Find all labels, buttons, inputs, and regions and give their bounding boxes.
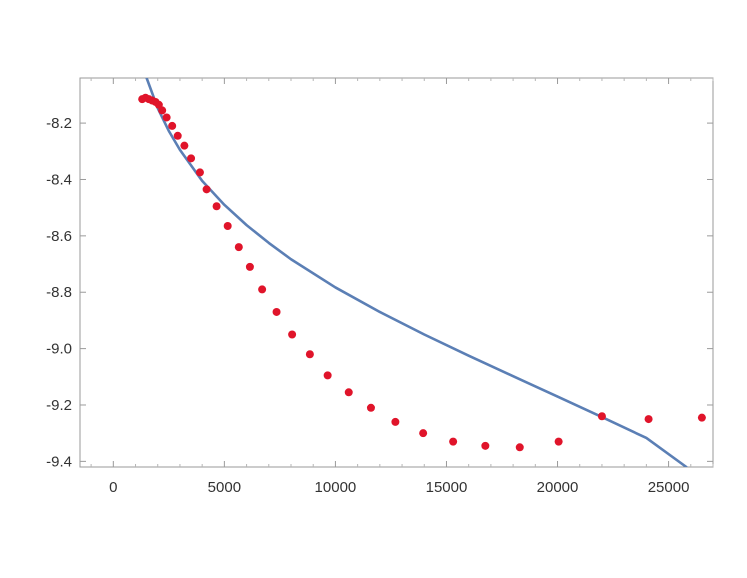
x-tick-label: 5000 — [208, 479, 241, 496]
data-point — [288, 330, 297, 339]
data-point — [212, 202, 221, 211]
data-point — [449, 437, 458, 446]
y-tick-label: -8.2 — [46, 115, 72, 132]
x-tick-label: 10000 — [315, 479, 357, 496]
data-point — [195, 168, 204, 177]
data-point — [644, 415, 653, 424]
y-tick-label: -9.2 — [46, 397, 72, 414]
data-point — [366, 403, 375, 412]
data-point — [515, 443, 524, 452]
data-point — [391, 417, 400, 426]
data-point — [245, 262, 254, 271]
data-point — [202, 185, 211, 194]
data-point — [554, 437, 563, 446]
y-tick-label: -8.4 — [46, 171, 72, 188]
x-tick-label: 25000 — [648, 479, 690, 496]
data-point — [344, 388, 353, 397]
plot-content — [138, 78, 706, 467]
data-point — [173, 131, 182, 140]
data-point — [162, 113, 171, 122]
y-tick-label: -9.4 — [46, 453, 72, 470]
data-point — [697, 413, 706, 422]
plot-area — [79, 77, 714, 468]
data-point — [305, 350, 314, 359]
data-point — [223, 221, 232, 230]
data-point — [234, 243, 243, 252]
y-tick-label: -9.0 — [46, 341, 72, 358]
x-tick-label: 0 — [109, 479, 117, 496]
data-point — [168, 121, 177, 130]
data-point — [597, 412, 606, 421]
y-tick-label: -8.6 — [46, 228, 72, 245]
data-point — [180, 141, 189, 150]
data-point — [419, 429, 428, 438]
x-tick-label: 20000 — [537, 479, 579, 496]
data-point — [258, 285, 267, 294]
plot-frame — [79, 77, 714, 468]
data-point — [272, 307, 281, 316]
x-axis: 0 5000 10000 15000 20000 25000 — [90, 78, 714, 496]
data-point — [187, 154, 196, 163]
y-axis: -8.2 -8.4 -8.6 -8.8 -9.0 -9.2 -9.4 — [46, 115, 713, 470]
data-point — [323, 371, 332, 380]
y-tick-label: -8.8 — [46, 284, 72, 301]
data-point — [158, 106, 167, 115]
data-point — [481, 441, 490, 450]
fit-curve-line — [145, 78, 688, 467]
x-tick-label: 15000 — [426, 479, 468, 496]
